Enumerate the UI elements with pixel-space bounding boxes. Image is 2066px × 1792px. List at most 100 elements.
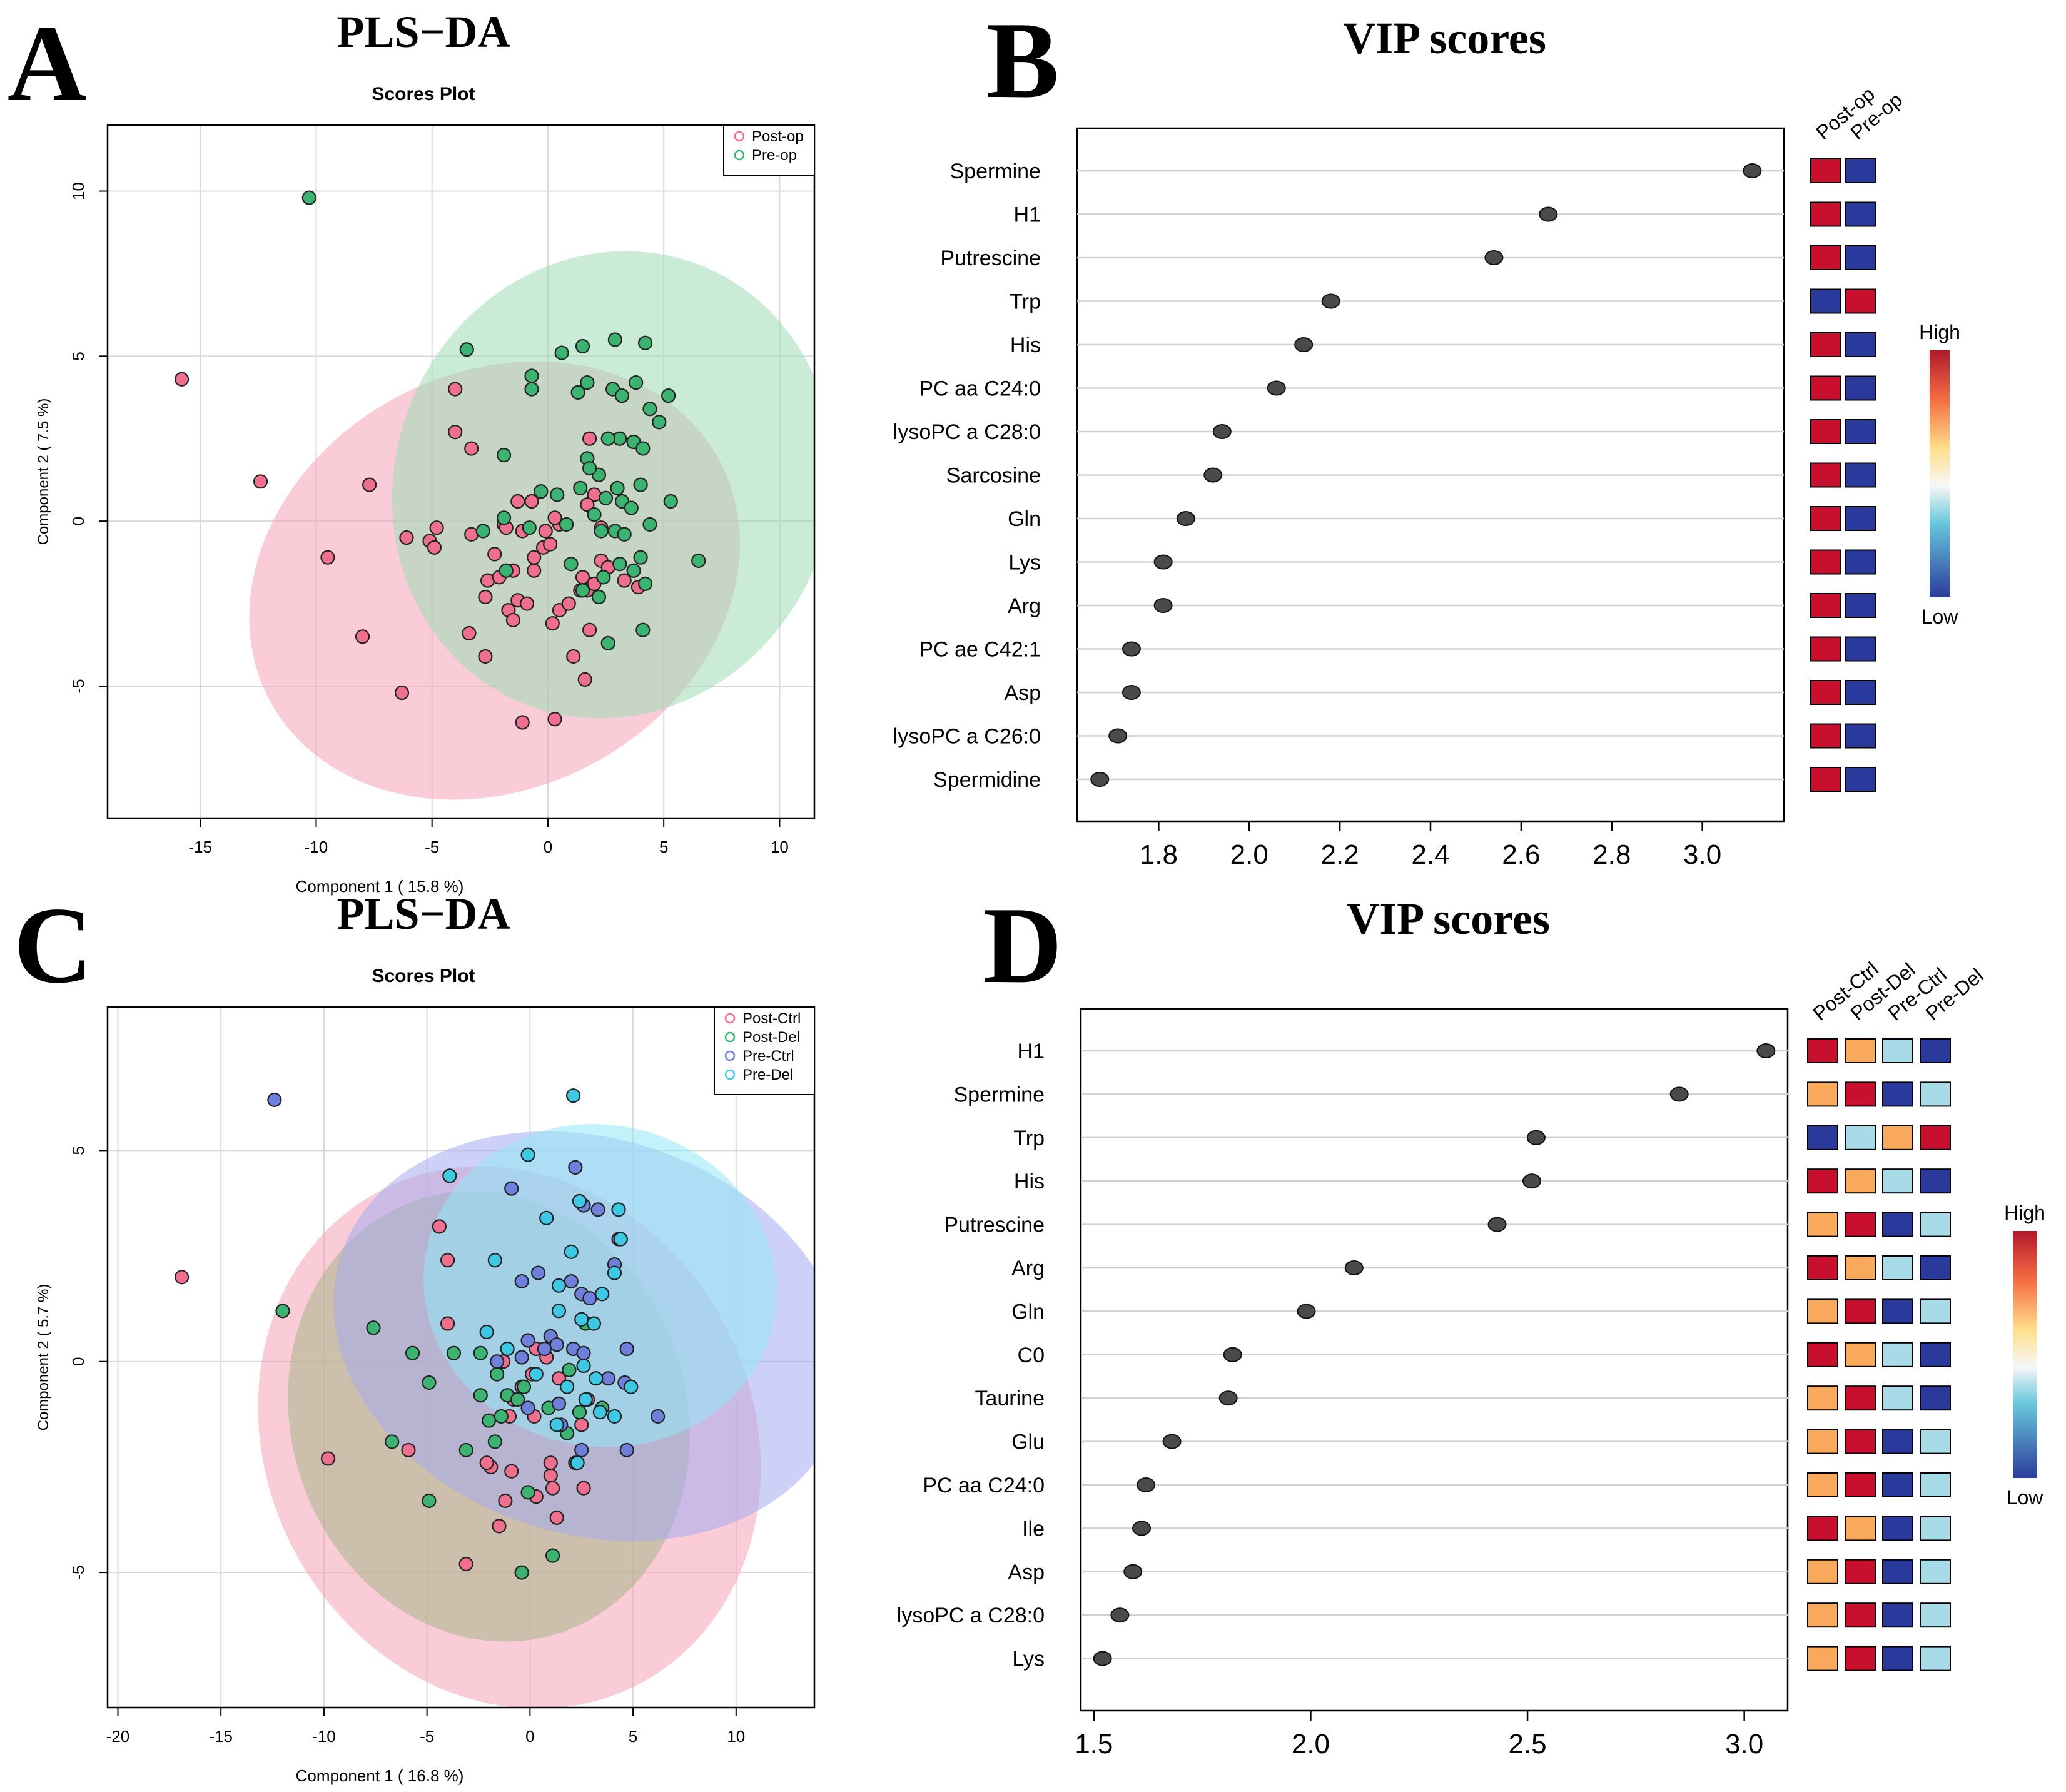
x-tick-label: 1.8 <box>1140 839 1178 870</box>
heatmap-cell <box>1920 1342 1951 1367</box>
point-post-del <box>490 1367 505 1382</box>
point-pre-ctrl <box>267 1092 282 1108</box>
point-pre-ctrl <box>537 1341 552 1357</box>
heatmap-cell <box>1920 1385 1951 1411</box>
plot-area-C <box>108 1007 814 1708</box>
point-pre-op <box>524 382 539 397</box>
heatmap-cell <box>1920 1298 1951 1324</box>
point-pre-op <box>459 342 474 357</box>
vip-dot <box>1203 467 1223 483</box>
heatmap-cell <box>1810 245 1841 270</box>
x-tick-label: -15 <box>209 1727 233 1746</box>
heatmap-cell <box>1845 419 1876 444</box>
point-pre-op <box>591 589 607 605</box>
heatmap-cell <box>1845 1168 1876 1194</box>
heatmap-cell <box>1845 549 1876 575</box>
point-post-del <box>545 1548 560 1563</box>
point-post-del <box>481 1413 497 1428</box>
point-post-ctrl <box>549 1510 564 1525</box>
x-tick-label: 5 <box>629 1727 637 1746</box>
heatmap-cell <box>1882 1559 1913 1584</box>
vip-dot <box>1176 511 1195 526</box>
x-tick-label: 2.2 <box>1321 839 1359 870</box>
heatmap-cell <box>1845 1602 1876 1628</box>
point-pre-op <box>614 388 630 403</box>
point-pre-op <box>663 494 678 509</box>
y-tick-label: 5 <box>69 1146 88 1155</box>
heatmap-cell <box>1845 1255 1876 1280</box>
vip-dot <box>1267 380 1286 396</box>
heatmap-cell <box>1882 1472 1913 1497</box>
plot-frame-D <box>1080 1008 1789 1712</box>
point-pre-op <box>610 480 625 495</box>
point-pre-op <box>626 563 641 578</box>
point-post-del <box>458 1442 473 1458</box>
vip-dot <box>1122 685 1141 700</box>
heatmap-cell <box>1845 462 1876 488</box>
point-pre-del <box>551 1304 567 1319</box>
vip-label: Lys <box>1012 1648 1045 1671</box>
point-pre-ctrl <box>549 1337 564 1352</box>
heatmap-cell <box>1810 767 1841 792</box>
point-pre-ctrl <box>619 1442 634 1458</box>
vip-label: lysoPC a C28:0 <box>897 1604 1045 1627</box>
heatmap-cell <box>1920 1255 1951 1280</box>
vip-label: H1 <box>1014 203 1041 227</box>
heatmap-cell <box>1920 1559 1951 1584</box>
point-pre-ctrl <box>514 1273 529 1289</box>
chart-subtitle-C: Scores Plot <box>372 966 475 986</box>
x-tick-label: 2.5 <box>1508 1729 1546 1759</box>
heatmap-cell <box>1810 332 1841 357</box>
heatmap-cell <box>1845 593 1876 618</box>
point-post-op <box>448 382 463 397</box>
point-pre-del <box>613 1232 628 1247</box>
vip-label: Glu <box>1011 1430 1045 1454</box>
point-pre-op <box>652 415 667 430</box>
point-post-op <box>561 596 576 611</box>
vip-dot <box>1212 424 1232 439</box>
point-pre-op <box>617 527 632 542</box>
point-pre-ctrl <box>564 1273 579 1289</box>
point-post-op <box>617 573 632 588</box>
heatmap-cell <box>1807 1385 1838 1411</box>
y-tick-label: 10 <box>69 182 88 200</box>
legend-swatch-pre-del <box>724 1069 736 1080</box>
vip-dot <box>1526 1130 1546 1145</box>
point-post-op <box>478 589 493 605</box>
x-tick-label: 2.0 <box>1230 839 1268 870</box>
plot-area-A <box>108 125 814 818</box>
heatmap-cell <box>1845 288 1876 314</box>
vip-label: Trp <box>1010 290 1041 314</box>
vip-label: Ile <box>1022 1517 1045 1541</box>
heatmap-cell <box>1810 680 1841 705</box>
panel-letter-c: C <box>14 884 93 1006</box>
heatmap-cell <box>1807 1212 1838 1237</box>
point-post-ctrl <box>576 1481 591 1496</box>
vip-dot <box>1162 1434 1182 1449</box>
chart-title-A: PLS−DA <box>337 7 510 57</box>
point-pre-op <box>635 441 651 456</box>
plot-frame-C <box>106 1006 816 1709</box>
vip-label: Arg <box>1011 1257 1045 1280</box>
y-tick-label: 0 <box>69 517 88 525</box>
vip-label: Sarcosine <box>946 464 1041 488</box>
vip-label: Trp <box>1013 1126 1045 1150</box>
heatmap-cell <box>1920 1429 1951 1454</box>
point-post-op <box>575 570 590 585</box>
panel-letter-a: A <box>8 3 86 124</box>
point-post-op <box>253 474 268 489</box>
point-post-del <box>473 1345 488 1360</box>
vip-label: Putrescine <box>944 1213 1045 1237</box>
point-post-del <box>562 1362 577 1377</box>
point-pre-del <box>551 1278 567 1293</box>
point-post-op <box>394 685 410 701</box>
point-post-op <box>538 524 553 539</box>
point-pre-ctrl <box>514 1350 529 1365</box>
x-tick-label: 2.0 <box>1292 1729 1330 1759</box>
heatmap-cell <box>1920 1516 1951 1541</box>
point-post-op <box>320 550 335 565</box>
point-pre-op <box>624 500 639 515</box>
point-post-ctrl <box>504 1464 519 1479</box>
point-pre-ctrl <box>619 1341 634 1357</box>
